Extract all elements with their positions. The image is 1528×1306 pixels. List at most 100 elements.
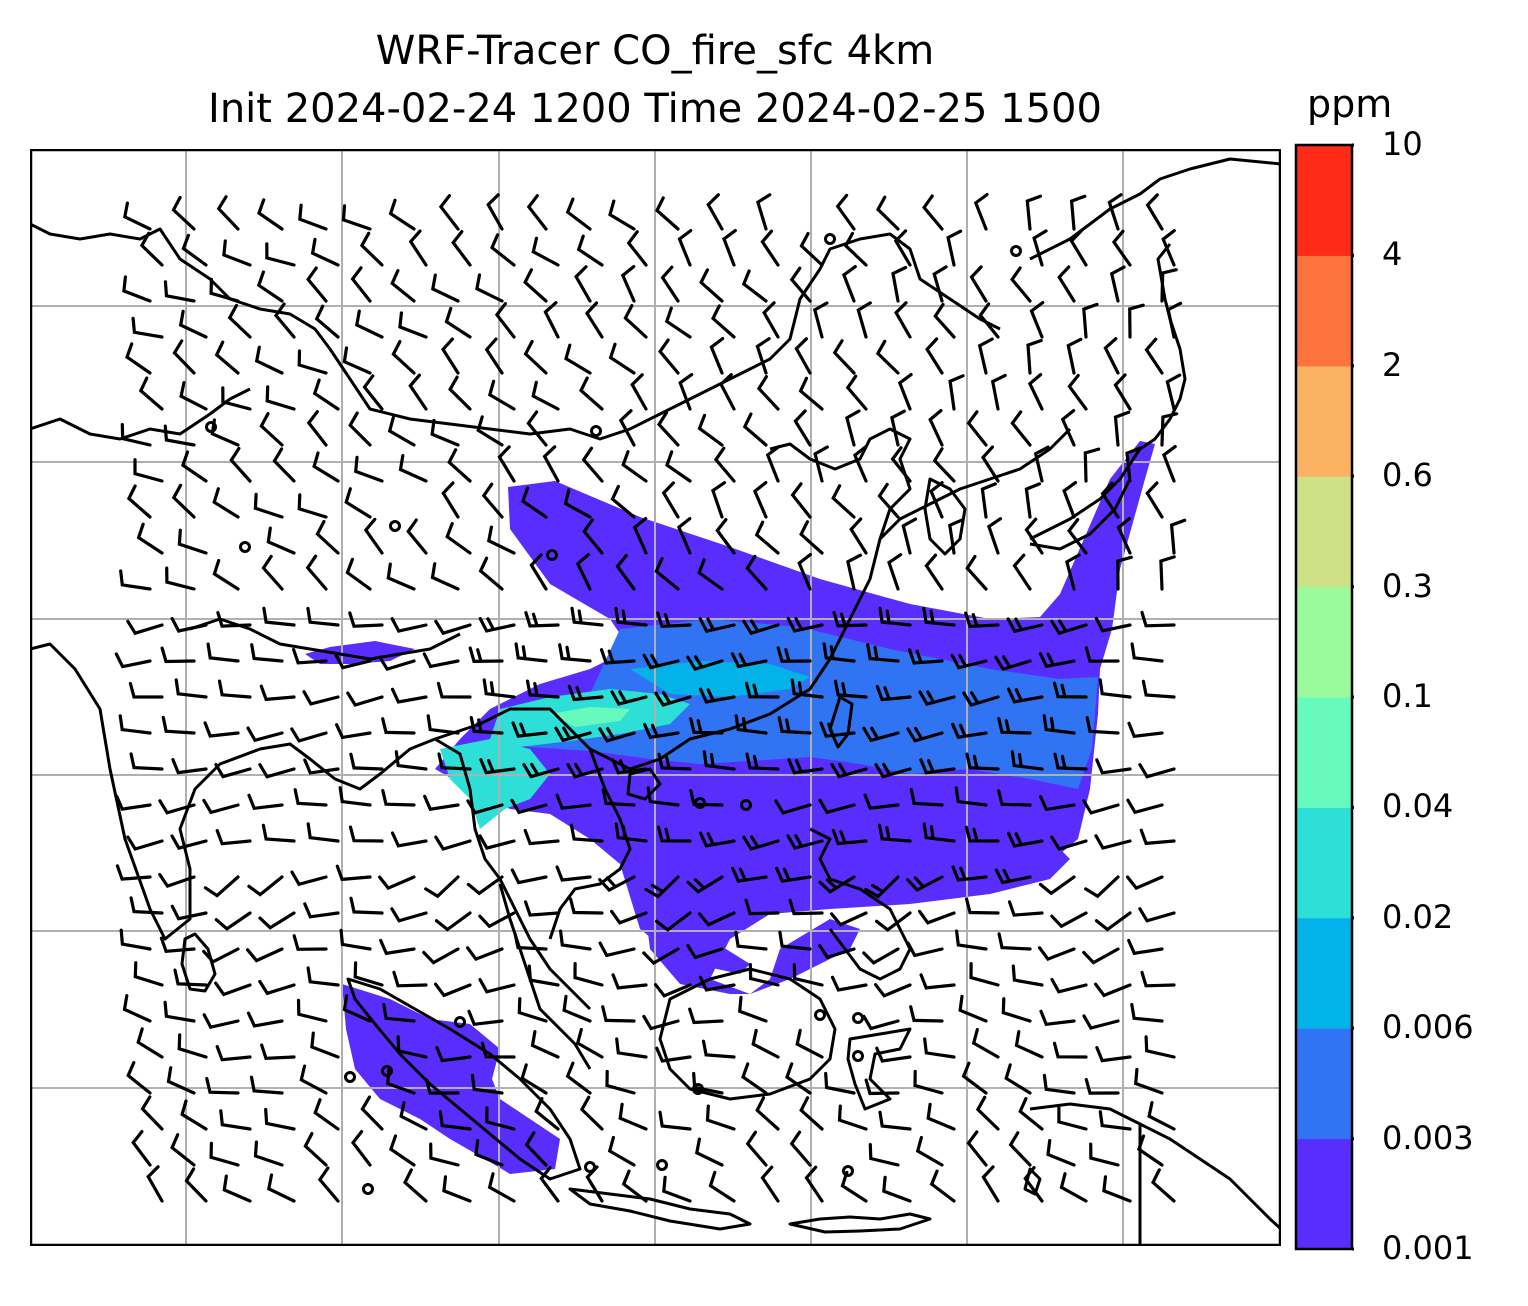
wind-barb	[966, 410, 988, 447]
wind-barb	[429, 1142, 460, 1167]
wind-barb	[1085, 716, 1120, 735]
coast-north-china	[769, 427, 912, 540]
wind-barb	[1001, 997, 1032, 1023]
wind-barb	[466, 799, 504, 815]
wind-barb	[530, 1030, 560, 1059]
wind-barb	[555, 793, 592, 810]
wind-barb	[1038, 946, 1076, 962]
plume-streak-2	[630, 661, 810, 697]
wind-barb	[315, 520, 340, 555]
wind-barb	[744, 681, 780, 699]
wind-barb	[565, 197, 592, 231]
wind-barb	[531, 236, 560, 267]
wind-barb	[490, 233, 516, 267]
wind-barb	[391, 340, 416, 375]
wind-barb	[798, 376, 824, 411]
wind-barb	[611, 758, 648, 775]
wind-barb	[297, 493, 328, 519]
wind-barb	[1038, 652, 1076, 669]
wind-barb	[1042, 714, 1076, 735]
wind-barb	[467, 1009, 504, 1027]
wind-barb	[221, 386, 252, 411]
colorbar-segment	[1296, 476, 1352, 588]
wind-barb	[426, 714, 460, 735]
wind-barb	[531, 380, 560, 411]
wind-barb	[737, 995, 768, 1023]
wind-barb	[1050, 619, 1088, 636]
wind-barb	[554, 726, 592, 743]
wind-barb	[390, 617, 428, 633]
coast-bay-bengal-east	[334, 737, 592, 1011]
wind-barb	[1060, 409, 1076, 447]
wind-barb	[1166, 301, 1183, 339]
wind-barb	[335, 723, 372, 740]
wind-barb	[760, 1165, 780, 1203]
wind-barb	[975, 1095, 1000, 1131]
wind-barb	[293, 788, 328, 807]
wind-barb	[478, 556, 504, 591]
wind-barb	[887, 553, 903, 591]
wind-barb	[830, 975, 868, 992]
wind-barb	[298, 203, 328, 231]
wind-barb	[392, 970, 428, 988]
wind-barb	[922, 822, 956, 843]
wind-barb	[468, 646, 504, 664]
wind-barb	[756, 375, 780, 411]
wind-barb	[258, 979, 296, 996]
wind-barb	[520, 1063, 548, 1095]
wind-barb	[1067, 518, 1088, 555]
wind-barb	[1089, 1142, 1120, 1167]
wind-barb	[214, 340, 240, 375]
wind-barb	[306, 606, 340, 627]
wind-barb	[525, 679, 560, 699]
wind-barb	[1127, 938, 1164, 956]
wind-barb	[965, 554, 988, 591]
wind-barb	[378, 875, 416, 891]
plume-streak-3	[550, 707, 630, 727]
wind-barb	[1032, 229, 1048, 267]
wind-barb	[222, 1174, 252, 1203]
wind-barb	[214, 981, 252, 997]
wind-barb	[787, 758, 824, 775]
wind-barb	[205, 1077, 240, 1095]
wind-barb	[1033, 445, 1050, 483]
wind-barb	[1094, 834, 1132, 850]
wind-barb	[1140, 610, 1176, 628]
wind-barb	[1082, 799, 1120, 815]
colorbar-tick-label: 0.003	[1382, 1118, 1474, 1157]
wind-barb	[209, 277, 240, 303]
wind-barb	[924, 553, 944, 591]
wind-barb	[1052, 681, 1088, 699]
wind-barb	[760, 229, 780, 267]
wind-barb	[229, 446, 252, 483]
wind-barb	[129, 752, 164, 771]
wind-barb	[165, 566, 196, 591]
wind-barb	[339, 928, 372, 951]
wind-barb	[170, 617, 208, 633]
calm-wind-marker	[852, 1012, 864, 1024]
wind-barb	[1116, 555, 1133, 591]
wind-barb	[272, 447, 296, 483]
wind-barb	[526, 194, 548, 231]
wind-barb	[1130, 642, 1164, 663]
wind-barb	[1023, 1166, 1044, 1203]
wind-barb	[256, 270, 284, 303]
wind-barb	[1145, 481, 1164, 519]
wind-barb	[1062, 481, 1078, 519]
wind-barb	[776, 646, 812, 663]
wind-barb	[476, 415, 504, 447]
wind-barb	[1138, 763, 1176, 779]
wind-barb	[570, 606, 604, 627]
wind-barb	[1082, 947, 1120, 965]
wind-barb	[1006, 687, 1044, 704]
wind-barb	[163, 424, 196, 447]
wind-barb	[1151, 1168, 1176, 1203]
wind-barb	[705, 1104, 736, 1131]
wind-barb	[1116, 517, 1132, 555]
wind-barb	[661, 481, 680, 519]
wind-barb	[762, 301, 780, 339]
wind-barb	[799, 520, 824, 555]
wind-barb	[1161, 445, 1177, 483]
wind-barb	[698, 831, 736, 848]
wind-barb	[832, 339, 856, 375]
